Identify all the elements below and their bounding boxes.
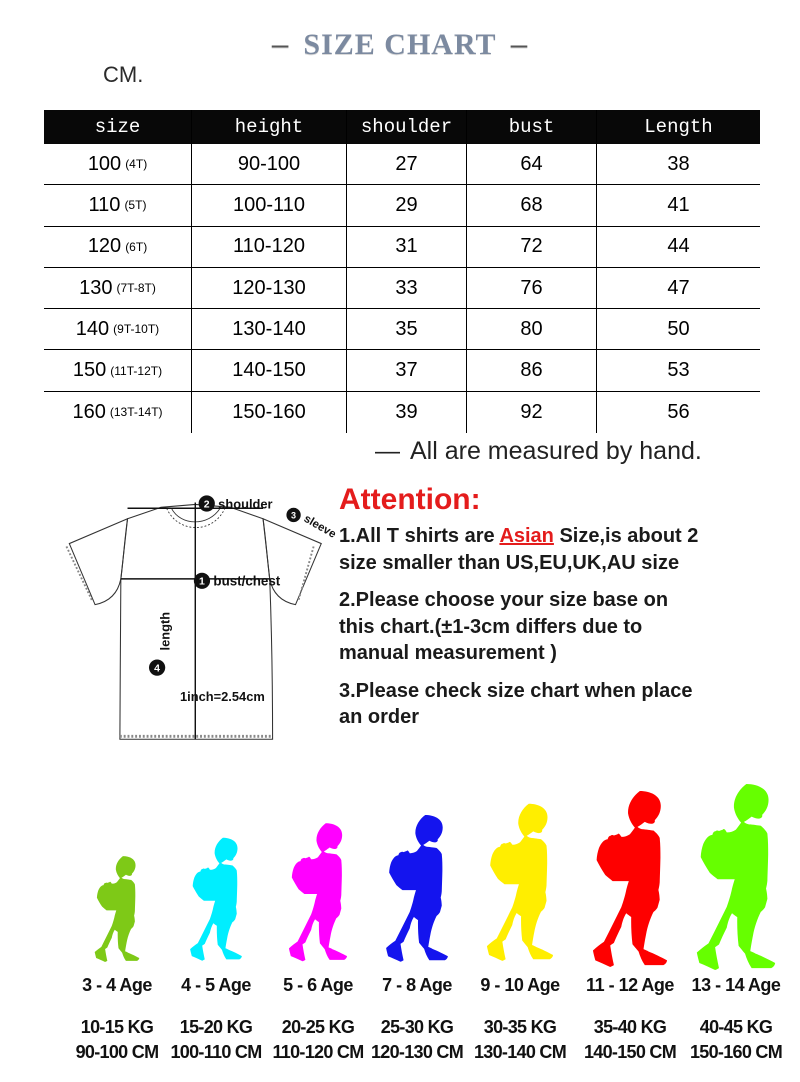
svg-text:bust/chest: bust/chest	[213, 574, 280, 589]
svg-text:1: 1	[199, 577, 205, 588]
svg-text:4: 4	[154, 663, 160, 674]
svg-text:sleeve: sleeve	[302, 513, 337, 541]
svg-text:shoulder: shoulder	[218, 496, 272, 511]
svg-text:3: 3	[291, 510, 296, 520]
svg-text:length: length	[158, 612, 173, 651]
svg-text:2: 2	[204, 499, 210, 510]
svg-text:1inch=2.54cm: 1inch=2.54cm	[180, 689, 265, 704]
